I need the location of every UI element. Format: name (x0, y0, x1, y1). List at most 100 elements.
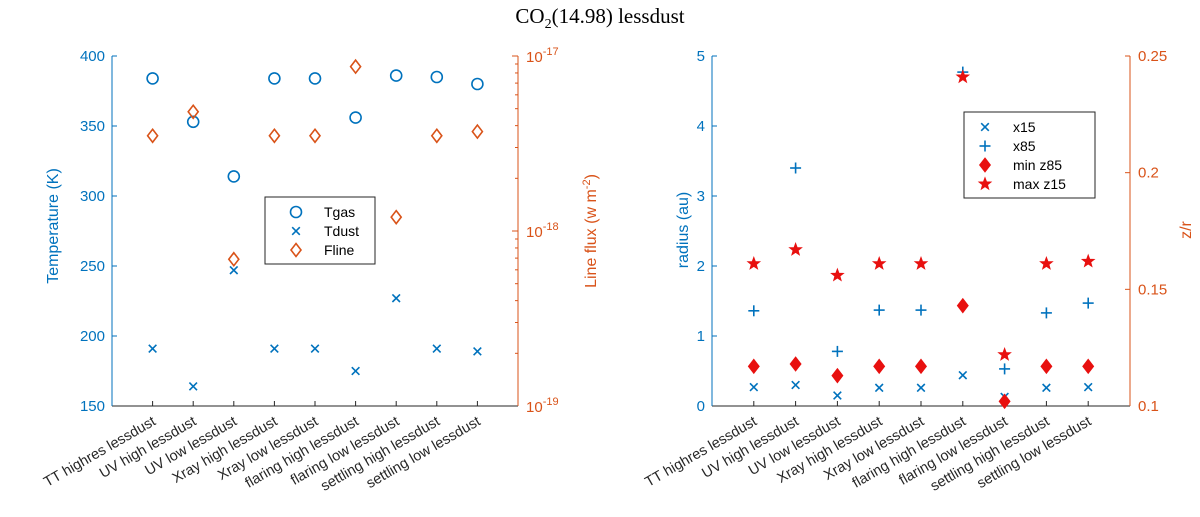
left-y-tick-label: 150 (80, 398, 105, 415)
point-x15 (874, 383, 884, 393)
point-x85 (1082, 297, 1094, 309)
point-max-z15 (871, 256, 887, 270)
right-y-tick-label: 0.15 (1138, 281, 1167, 298)
left-y-tick-label: 0 (697, 398, 705, 415)
point-max-z15 (997, 347, 1012, 361)
point-tdust (188, 382, 198, 391)
point-min-z85 (747, 358, 760, 375)
left-y-tick-label: 400 (80, 48, 105, 65)
legend-label-tgas: Tgas (324, 204, 355, 220)
right-y-tick-label: 0.25 (1138, 48, 1167, 65)
legend-marker-fline (289, 242, 303, 258)
point-x15 (1083, 382, 1093, 392)
point-tdust (148, 344, 157, 353)
point-min-z85 (789, 356, 802, 372)
point-max-z15 (788, 242, 803, 256)
point-min-z85 (914, 358, 928, 375)
point-fline (268, 127, 281, 144)
point-x15 (1042, 383, 1051, 393)
point-fline (187, 103, 200, 120)
right-y-tick-label: 0.1 (1138, 398, 1159, 415)
point-fline (471, 123, 484, 140)
point-x15 (958, 370, 968, 380)
left-y-tick-label: 4 (697, 118, 705, 135)
point-max-z15 (746, 256, 762, 270)
left-y-tick-label: 250 (80, 258, 105, 275)
point-tdust (473, 347, 482, 356)
figure-title: CO2(14.98) lessdust (515, 4, 684, 32)
point-min-z85 (998, 393, 1011, 410)
point-tdust (310, 344, 320, 353)
point-max-z15 (1080, 253, 1096, 268)
legend-label-x85: x85 (1013, 138, 1036, 154)
legend-marker-tgas (289, 205, 303, 219)
left-y-tick-label: 1 (697, 328, 705, 345)
legend-label-fline: Fline (324, 242, 355, 258)
right-y-axis-label: Line flux (w m-2) (581, 174, 600, 288)
legend-marker-max-z15 (977, 176, 993, 191)
legend-marker-min-z85 (978, 157, 992, 173)
right-y-tick-label: 10-19 (526, 396, 559, 416)
point-tgas (268, 72, 281, 85)
left-y-tick-label: 350 (80, 118, 105, 135)
point-tgas (430, 70, 444, 84)
point-fline (146, 127, 159, 144)
point-min-z85 (956, 297, 969, 314)
point-fline (430, 127, 443, 144)
point-x85 (790, 162, 802, 174)
point-x15 (833, 391, 842, 400)
legend: x15 x85 min z85 max z15 (963, 111, 1096, 199)
left-y-tick-label: 3 (697, 188, 705, 205)
right-y-axis-label: z/r (1178, 220, 1195, 238)
point-max-z15 (1039, 256, 1054, 270)
legend: Tgas Tdust Fline (264, 196, 376, 265)
point-fline (390, 209, 403, 225)
left-y-axis-label: Temperature (K) (45, 168, 62, 284)
left-y-tick-label: 300 (80, 188, 105, 205)
point-tdust (229, 265, 239, 275)
point-min-z85 (873, 358, 886, 375)
point-max-z15 (955, 69, 971, 84)
point-fline (349, 58, 362, 75)
point-tgas (146, 72, 159, 85)
left-y-tick-label: 2 (697, 258, 705, 275)
point-fline (227, 251, 240, 268)
right-y-tick-label: 0.2 (1138, 165, 1159, 182)
point-x85 (915, 304, 927, 316)
point-tgas (389, 69, 403, 82)
left-y-tick-label: 200 (80, 328, 105, 345)
point-min-z85 (1082, 358, 1095, 375)
legend-label-tdust: Tdust (324, 223, 359, 239)
point-tdust (351, 366, 360, 376)
point-x15 (916, 383, 926, 393)
point-x85 (831, 345, 843, 357)
point-tdust (432, 344, 442, 353)
point-max-z15 (913, 256, 929, 270)
point-tgas (308, 72, 322, 85)
point-x85 (873, 304, 885, 316)
point-x85 (748, 305, 760, 317)
point-tdust (391, 293, 401, 303)
legend-label-x15: x15 (1013, 119, 1036, 135)
legend-marker-x85 (979, 140, 991, 152)
point-tdust (270, 344, 279, 353)
left-y-axis-label: radius (au) (675, 192, 692, 268)
point-fline (308, 127, 322, 144)
legend-label-max-z15: max z15 (1013, 176, 1066, 192)
point-x85 (1040, 307, 1052, 319)
point-x15 (749, 382, 759, 392)
right-y-tick-label: 10-17 (526, 46, 559, 66)
point-tgas (186, 115, 200, 129)
right-y-tick-label: 10-18 (526, 221, 559, 241)
point-tgas (227, 170, 241, 183)
point-min-z85 (831, 367, 844, 384)
point-tgas (349, 111, 362, 124)
legend-marker-tdust (291, 226, 301, 236)
point-max-z15 (830, 267, 845, 282)
point-x15 (791, 380, 800, 390)
point-tgas (471, 77, 484, 91)
legend-marker-x15 (980, 122, 990, 132)
